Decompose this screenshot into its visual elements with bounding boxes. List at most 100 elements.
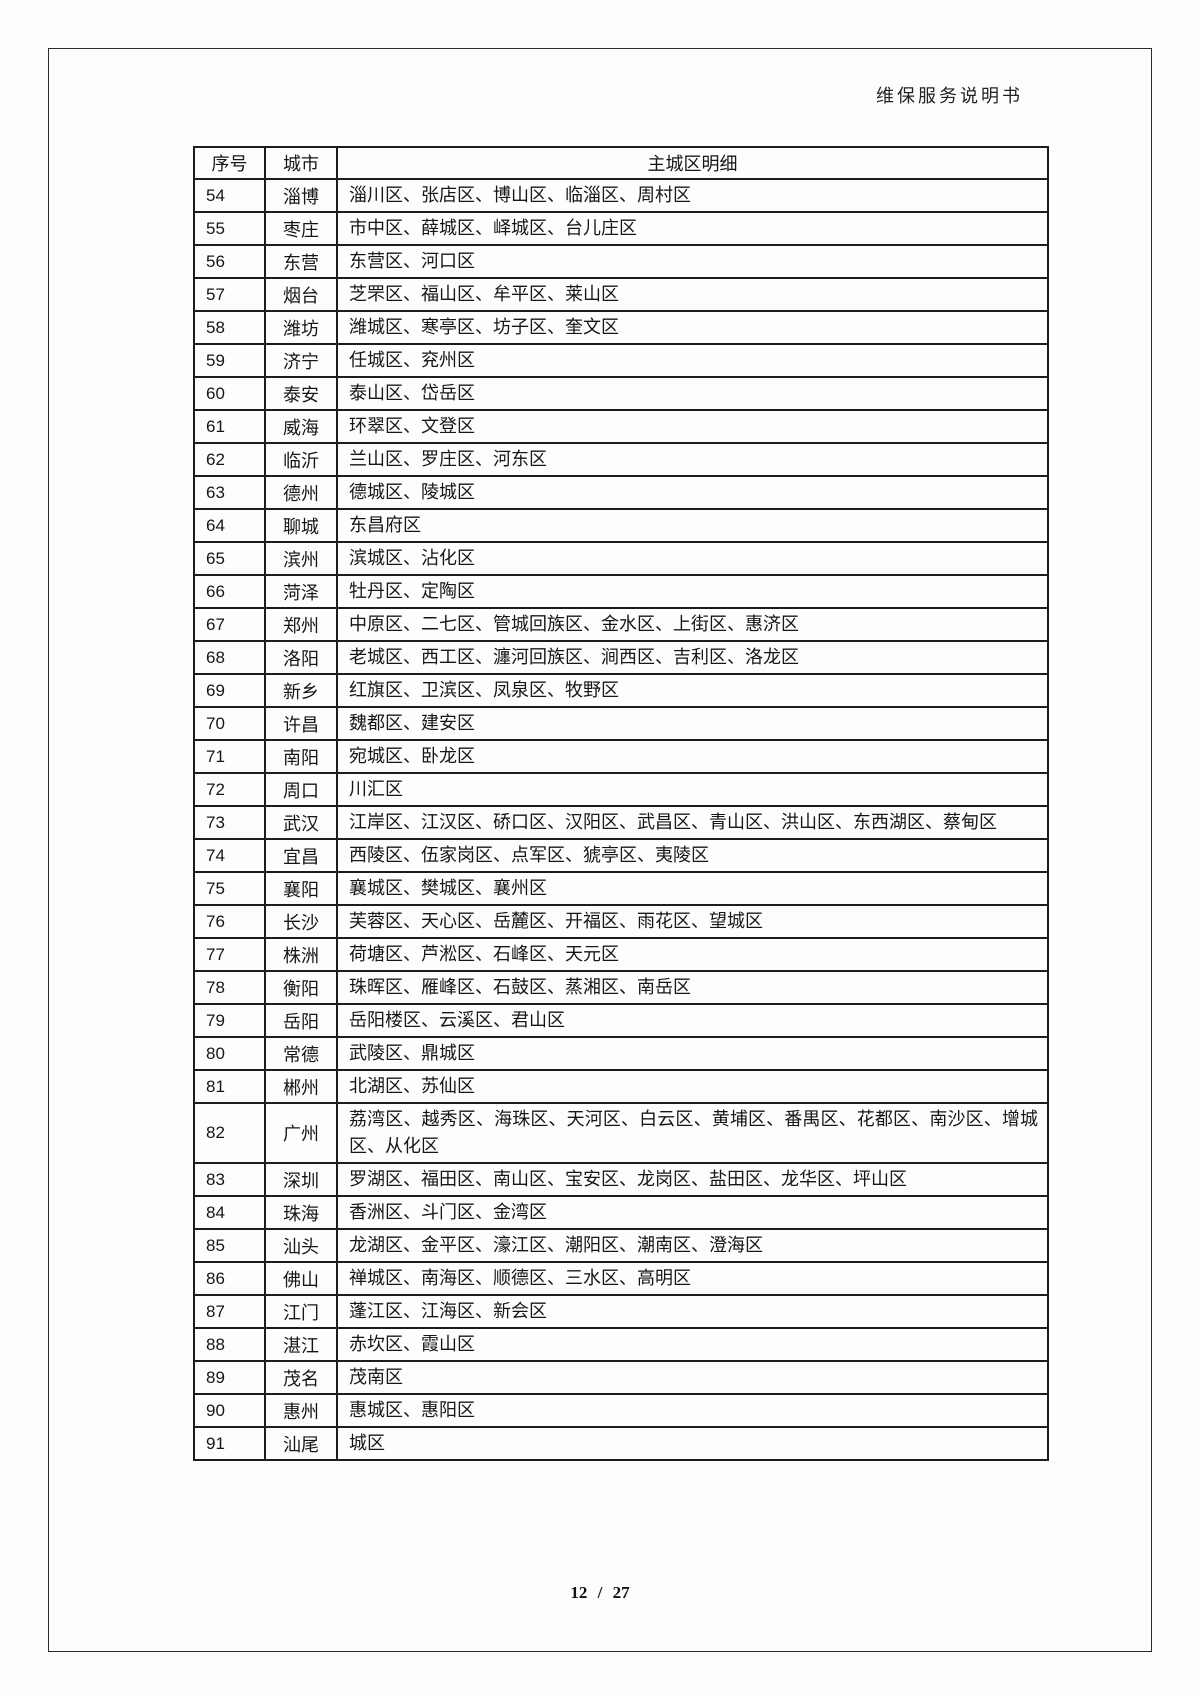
row-city-cell: 江门	[264, 1294, 338, 1329]
row-districts-cell: 红旗区、卫滨区、凤泉区、牧野区	[336, 673, 1049, 708]
row-index-cell: 87	[193, 1294, 266, 1329]
row-index-cell: 89	[193, 1360, 266, 1395]
table-row: 89 茂名 茂南区	[193, 1360, 1049, 1395]
row-districts-cell: 襄城区、樊城区、襄州区	[336, 871, 1049, 906]
table-header-row: 序号 城市 主城区明细	[193, 146, 1049, 180]
row-index-cell: 69	[193, 673, 266, 708]
row-city-cell: 郴州	[264, 1069, 338, 1104]
table-row: 86 佛山 禅城区、南海区、顺德区、三水区、高明区	[193, 1261, 1049, 1296]
row-districts-cell: 魏都区、建安区	[336, 706, 1049, 741]
table-row: 78 衡阳 珠晖区、雁峰区、石鼓区、蒸湘区、南岳区	[193, 970, 1049, 1005]
row-districts-cell: 城区	[336, 1426, 1049, 1461]
row-districts-cell: 宛城区、卧龙区	[336, 739, 1049, 774]
row-index-cell: 77	[193, 937, 266, 972]
table-row: 56 东营 东营区、河口区	[193, 244, 1049, 279]
row-city-cell: 许昌	[264, 706, 338, 741]
table-row: 74 宜昌 西陵区、伍家岗区、点军区、猇亭区、夷陵区	[193, 838, 1049, 873]
row-districts-cell: 罗湖区、福田区、南山区、宝安区、龙岗区、盐田区、龙华区、坪山区	[336, 1162, 1049, 1197]
row-index-cell: 55	[193, 211, 266, 246]
table-row: 76 长沙 芙蓉区、天心区、岳麓区、开福区、雨花区、望城区	[193, 904, 1049, 939]
table-row: 84 珠海 香洲区、斗门区、金湾区	[193, 1195, 1049, 1230]
row-index-cell: 68	[193, 640, 266, 675]
city-districts-table: 序号 城市 主城区明细 54 淄博 淄川区、张店区、博山区、临淄区、周村区 55…	[193, 146, 1049, 1461]
row-city-cell: 长沙	[264, 904, 338, 939]
row-city-cell: 周口	[264, 772, 338, 807]
row-index-cell: 62	[193, 442, 266, 477]
row-index-cell: 58	[193, 310, 266, 345]
row-index-cell: 78	[193, 970, 266, 1005]
row-city-cell: 济宁	[264, 343, 338, 378]
row-city-cell: 滨州	[264, 541, 338, 576]
row-index-cell: 81	[193, 1069, 266, 1104]
row-city-cell: 茂名	[264, 1360, 338, 1395]
table-row: 59 济宁 任城区、兖州区	[193, 343, 1049, 378]
row-districts-cell: 蓬江区、江海区、新会区	[336, 1294, 1049, 1329]
row-city-cell: 潍坊	[264, 310, 338, 345]
table-row: 85 汕头 龙湖区、金平区、濠江区、潮阳区、潮南区、澄海区	[193, 1228, 1049, 1263]
column-header-city: 城市	[264, 146, 338, 180]
table-row: 81 郴州 北湖区、苏仙区	[193, 1069, 1049, 1104]
column-header-districts: 主城区明细	[336, 146, 1049, 180]
row-index-cell: 91	[193, 1426, 266, 1461]
column-header-index: 序号	[193, 146, 266, 180]
row-districts-cell: 中原区、二七区、管城回族区、金水区、上街区、惠济区	[336, 607, 1049, 642]
row-districts-cell: 茂南区	[336, 1360, 1049, 1395]
row-districts-cell: 淄川区、张店区、博山区、临淄区、周村区	[336, 178, 1049, 213]
row-city-cell: 泰安	[264, 376, 338, 411]
row-city-cell: 淄博	[264, 178, 338, 213]
table-row: 83 深圳 罗湖区、福田区、南山区、宝安区、龙岗区、盐田区、龙华区、坪山区	[193, 1162, 1049, 1197]
row-city-cell: 珠海	[264, 1195, 338, 1230]
table-row: 80 常德 武陵区、鼎城区	[193, 1036, 1049, 1071]
row-districts-cell: 荔湾区、越秀区、海珠区、天河区、白云区、黄埔区、番禺区、花都区、南沙区、增城区、…	[336, 1102, 1049, 1164]
row-districts-cell: 禅城区、南海区、顺德区、三水区、高明区	[336, 1261, 1049, 1296]
table-row: 77 株洲 荷塘区、芦淞区、石峰区、天元区	[193, 937, 1049, 972]
row-index-cell: 61	[193, 409, 266, 444]
row-city-cell: 汕尾	[264, 1426, 338, 1461]
row-index-cell: 59	[193, 343, 266, 378]
row-index-cell: 71	[193, 739, 266, 774]
row-index-cell: 66	[193, 574, 266, 609]
table-row: 71 南阳 宛城区、卧龙区	[193, 739, 1049, 774]
table-row: 60 泰安 泰山区、岱岳区	[193, 376, 1049, 411]
row-districts-cell: 任城区、兖州区	[336, 343, 1049, 378]
row-city-cell: 湛江	[264, 1327, 338, 1362]
row-index-cell: 88	[193, 1327, 266, 1362]
row-index-cell: 63	[193, 475, 266, 510]
row-districts-cell: 珠晖区、雁峰区、石鼓区、蒸湘区、南岳区	[336, 970, 1049, 1005]
row-districts-cell: 潍城区、寒亭区、坊子区、奎文区	[336, 310, 1049, 345]
row-districts-cell: 兰山区、罗庄区、河东区	[336, 442, 1049, 477]
row-index-cell: 82	[193, 1102, 266, 1164]
document-title: 维保服务说明书	[876, 86, 1023, 106]
row-city-cell: 惠州	[264, 1393, 338, 1428]
table-row: 75 襄阳 襄城区、樊城区、襄州区	[193, 871, 1049, 906]
row-city-cell: 岳阳	[264, 1003, 338, 1038]
table-row: 64 聊城 东昌府区	[193, 508, 1049, 543]
row-city-cell: 南阳	[264, 739, 338, 774]
table-row: 62 临沂 兰山区、罗庄区、河东区	[193, 442, 1049, 477]
row-districts-cell: 赤坎区、霞山区	[336, 1327, 1049, 1362]
row-city-cell: 洛阳	[264, 640, 338, 675]
row-index-cell: 84	[193, 1195, 266, 1230]
row-index-cell: 67	[193, 607, 266, 642]
row-districts-cell: 牡丹区、定陶区	[336, 574, 1049, 609]
row-city-cell: 聊城	[264, 508, 338, 543]
row-districts-cell: 西陵区、伍家岗区、点军区、猇亭区、夷陵区	[336, 838, 1049, 873]
row-districts-cell: 北湖区、苏仙区	[336, 1069, 1049, 1104]
table-row: 66 菏泽 牡丹区、定陶区	[193, 574, 1049, 609]
row-index-cell: 76	[193, 904, 266, 939]
row-index-cell: 60	[193, 376, 266, 411]
page-number: 12 / 27	[570, 1583, 630, 1602]
row-districts-cell: 环翠区、文登区	[336, 409, 1049, 444]
table-row: 87 江门 蓬江区、江海区、新会区	[193, 1294, 1049, 1329]
row-city-cell: 威海	[264, 409, 338, 444]
row-index-cell: 90	[193, 1393, 266, 1428]
row-city-cell: 汕头	[264, 1228, 338, 1263]
row-districts-cell: 岳阳楼区、云溪区、君山区	[336, 1003, 1049, 1038]
row-index-cell: 85	[193, 1228, 266, 1263]
row-index-cell: 65	[193, 541, 266, 576]
table-row: 61 威海 环翠区、文登区	[193, 409, 1049, 444]
table-row: 67 郑州 中原区、二七区、管城回族区、金水区、上街区、惠济区	[193, 607, 1049, 642]
row-city-cell: 枣庄	[264, 211, 338, 246]
table-row: 58 潍坊 潍城区、寒亭区、坊子区、奎文区	[193, 310, 1049, 345]
row-city-cell: 东营	[264, 244, 338, 279]
